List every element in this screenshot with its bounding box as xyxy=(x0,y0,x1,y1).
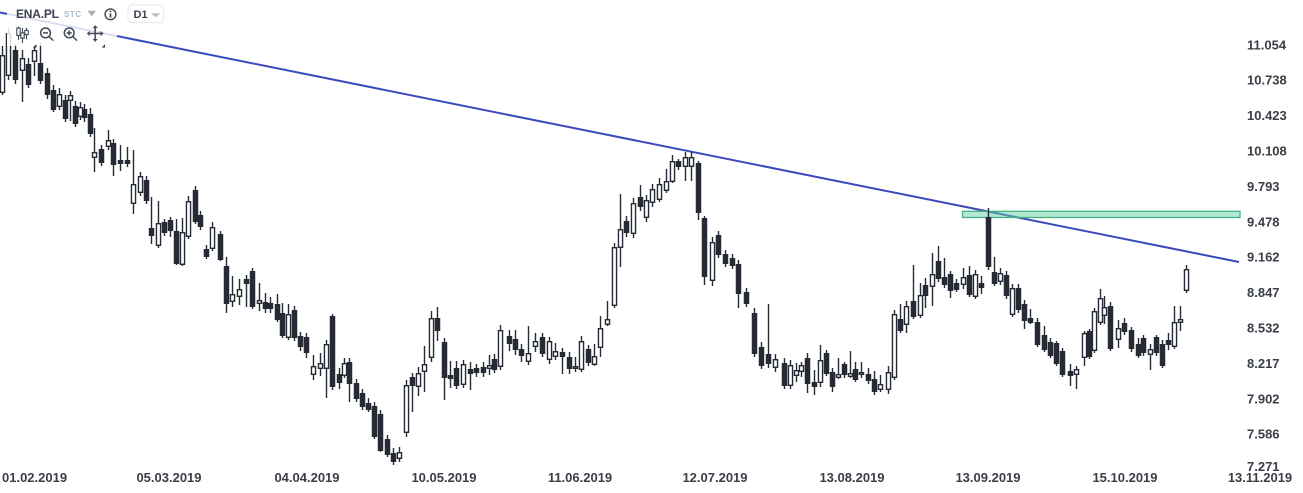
svg-text:11.054: 11.054 xyxy=(1247,37,1287,52)
svg-text:9.793: 9.793 xyxy=(1247,179,1280,194)
svg-text:STC: STC xyxy=(64,10,82,19)
svg-text:9.478: 9.478 xyxy=(1247,214,1280,229)
svg-text:10.423: 10.423 xyxy=(1247,108,1287,123)
svg-text:10.05.2019: 10.05.2019 xyxy=(411,470,476,485)
svg-text:13.09.2019: 13.09.2019 xyxy=(955,470,1020,485)
svg-text:12.07.2019: 12.07.2019 xyxy=(682,470,747,485)
svg-text:01.02.2019: 01.02.2019 xyxy=(2,470,67,485)
svg-text:8.217: 8.217 xyxy=(1247,356,1280,371)
svg-text:13.11.2019: 13.11.2019 xyxy=(1228,470,1292,485)
svg-text:D1: D1 xyxy=(134,9,148,21)
svg-text:9.162: 9.162 xyxy=(1247,250,1280,265)
svg-text:10.108: 10.108 xyxy=(1247,144,1287,159)
svg-text:7.271: 7.271 xyxy=(1247,459,1280,474)
svg-text:7.902: 7.902 xyxy=(1247,391,1280,406)
svg-text:8.847: 8.847 xyxy=(1247,285,1280,300)
svg-text:13.08.2019: 13.08.2019 xyxy=(819,470,884,485)
svg-text:10.738: 10.738 xyxy=(1247,73,1287,88)
svg-text:11.06.2019: 11.06.2019 xyxy=(548,470,612,485)
svg-text:15.10.2019: 15.10.2019 xyxy=(1092,470,1157,485)
svg-text:04.04.2019: 04.04.2019 xyxy=(274,470,339,485)
svg-text:05.03.2019: 05.03.2019 xyxy=(136,470,201,485)
svg-text:7.586: 7.586 xyxy=(1247,427,1280,442)
svg-text:8.532: 8.532 xyxy=(1247,321,1280,336)
svg-text:ENA.PL: ENA.PL xyxy=(16,7,59,21)
